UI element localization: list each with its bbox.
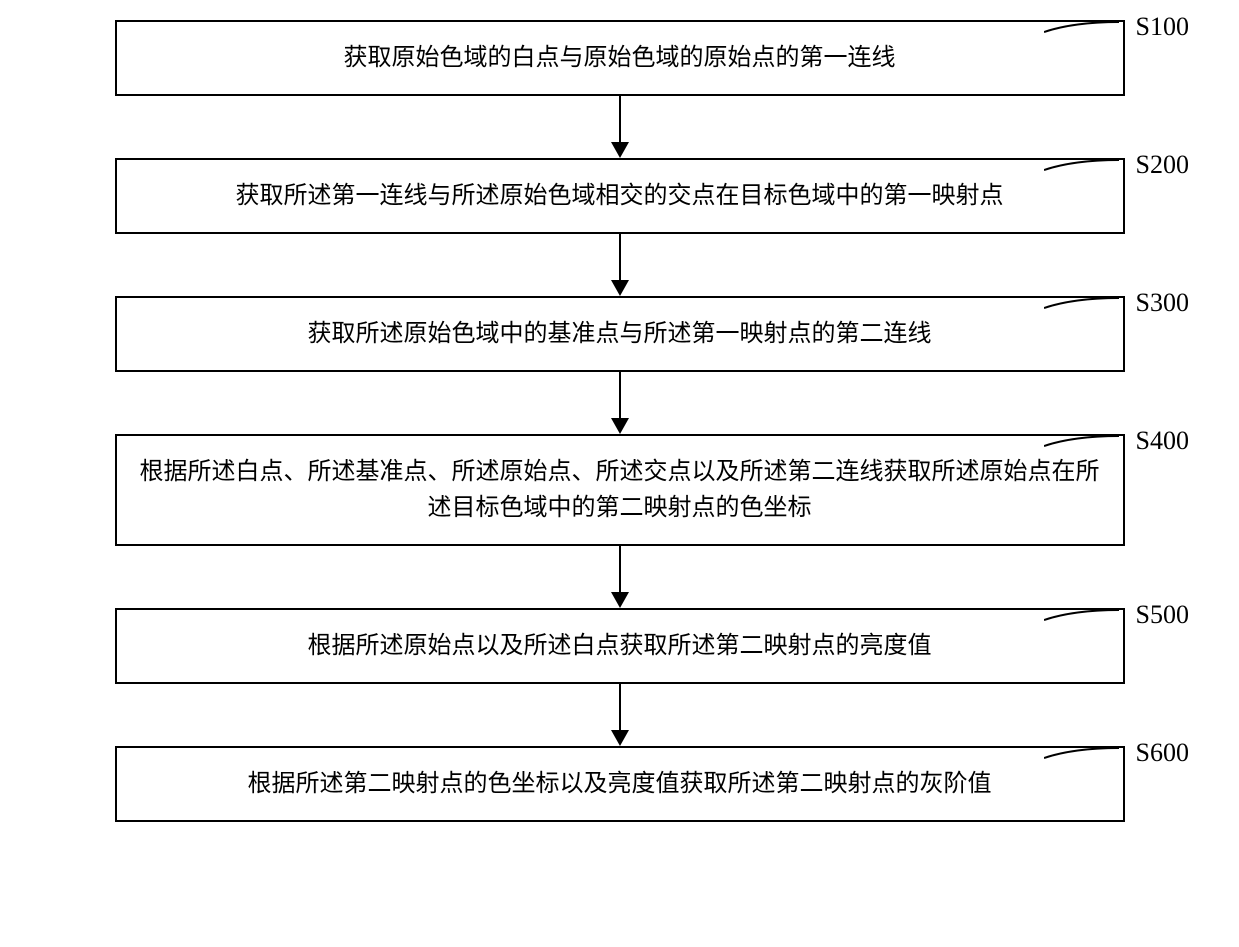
step-box-s600: 根据所述第二映射点的色坐标以及亮度值获取所述第二映射点的灰阶值 [115, 746, 1125, 822]
label-connector-s100 [1044, 22, 1124, 52]
step-container-s100: 获取原始色域的白点与原始色域的原始点的第一连线 S100 [40, 20, 1199, 96]
step-text-s200: 获取所述第一连线与所述原始色域相交的交点在目标色域中的第一映射点 [236, 178, 1004, 214]
step-label-s500: S500 [1136, 600, 1189, 630]
step-box-s400: 根据所述白点、所述基准点、所述原始点、所述交点以及所述第二连线获取所述原始点在所… [115, 434, 1125, 546]
label-connector-s300 [1044, 298, 1124, 328]
arrow-line [619, 546, 621, 594]
arrow-head-icon [611, 142, 629, 158]
step-box-s300: 获取所述原始色域中的基准点与所述第一映射点的第二连线 [115, 296, 1125, 372]
label-connector-s400 [1044, 436, 1124, 466]
step-container-s200: 获取所述第一连线与所述原始色域相交的交点在目标色域中的第一映射点 S200 [40, 158, 1199, 234]
step-label-s400: S400 [1136, 426, 1189, 456]
step-box-s500: 根据所述原始点以及所述白点获取所述第二映射点的亮度值 [115, 608, 1125, 684]
arrow-line [619, 372, 621, 420]
step-text-s300: 获取所述原始色域中的基准点与所述第一映射点的第二连线 [308, 316, 932, 352]
arrow-s300-s400 [115, 372, 1125, 434]
step-text-s100: 获取原始色域的白点与原始色域的原始点的第一连线 [344, 40, 896, 76]
arrow-head-icon [611, 730, 629, 746]
arrow-s500-s600 [115, 684, 1125, 746]
step-box-s100: 获取原始色域的白点与原始色域的原始点的第一连线 [115, 20, 1125, 96]
step-text-s600: 根据所述第二映射点的色坐标以及亮度值获取所述第二映射点的灰阶值 [248, 766, 992, 802]
arrow-head-icon [611, 418, 629, 434]
arrow-head-icon [611, 280, 629, 296]
step-container-s300: 获取所述原始色域中的基准点与所述第一映射点的第二连线 S300 [40, 296, 1199, 372]
arrow-head-icon [611, 592, 629, 608]
arrow-line [619, 96, 621, 144]
step-box-s200: 获取所述第一连线与所述原始色域相交的交点在目标色域中的第一映射点 [115, 158, 1125, 234]
step-container-s600: 根据所述第二映射点的色坐标以及亮度值获取所述第二映射点的灰阶值 S600 [40, 746, 1199, 822]
step-label-s200: S200 [1136, 150, 1189, 180]
step-label-s100: S100 [1136, 12, 1189, 42]
arrow-s100-s200 [115, 96, 1125, 158]
step-container-s400: 根据所述白点、所述基准点、所述原始点、所述交点以及所述第二连线获取所述原始点在所… [40, 434, 1199, 546]
arrow-line [619, 234, 621, 282]
step-label-s300: S300 [1136, 288, 1189, 318]
step-text-s400: 根据所述白点、所述基准点、所述原始点、所述交点以及所述第二连线获取所述原始点在所… [137, 454, 1103, 526]
step-label-s600: S600 [1136, 738, 1189, 768]
arrow-s400-s500 [115, 546, 1125, 608]
label-connector-s600 [1044, 748, 1124, 778]
flowchart-container: 获取原始色域的白点与原始色域的原始点的第一连线 S100 获取所述第一连线与所述… [40, 20, 1199, 822]
arrow-line [619, 684, 621, 732]
label-connector-s200 [1044, 160, 1124, 190]
step-text-s500: 根据所述原始点以及所述白点获取所述第二映射点的亮度值 [308, 628, 932, 664]
arrow-s200-s300 [115, 234, 1125, 296]
step-container-s500: 根据所述原始点以及所述白点获取所述第二映射点的亮度值 S500 [40, 608, 1199, 684]
label-connector-s500 [1044, 610, 1124, 640]
